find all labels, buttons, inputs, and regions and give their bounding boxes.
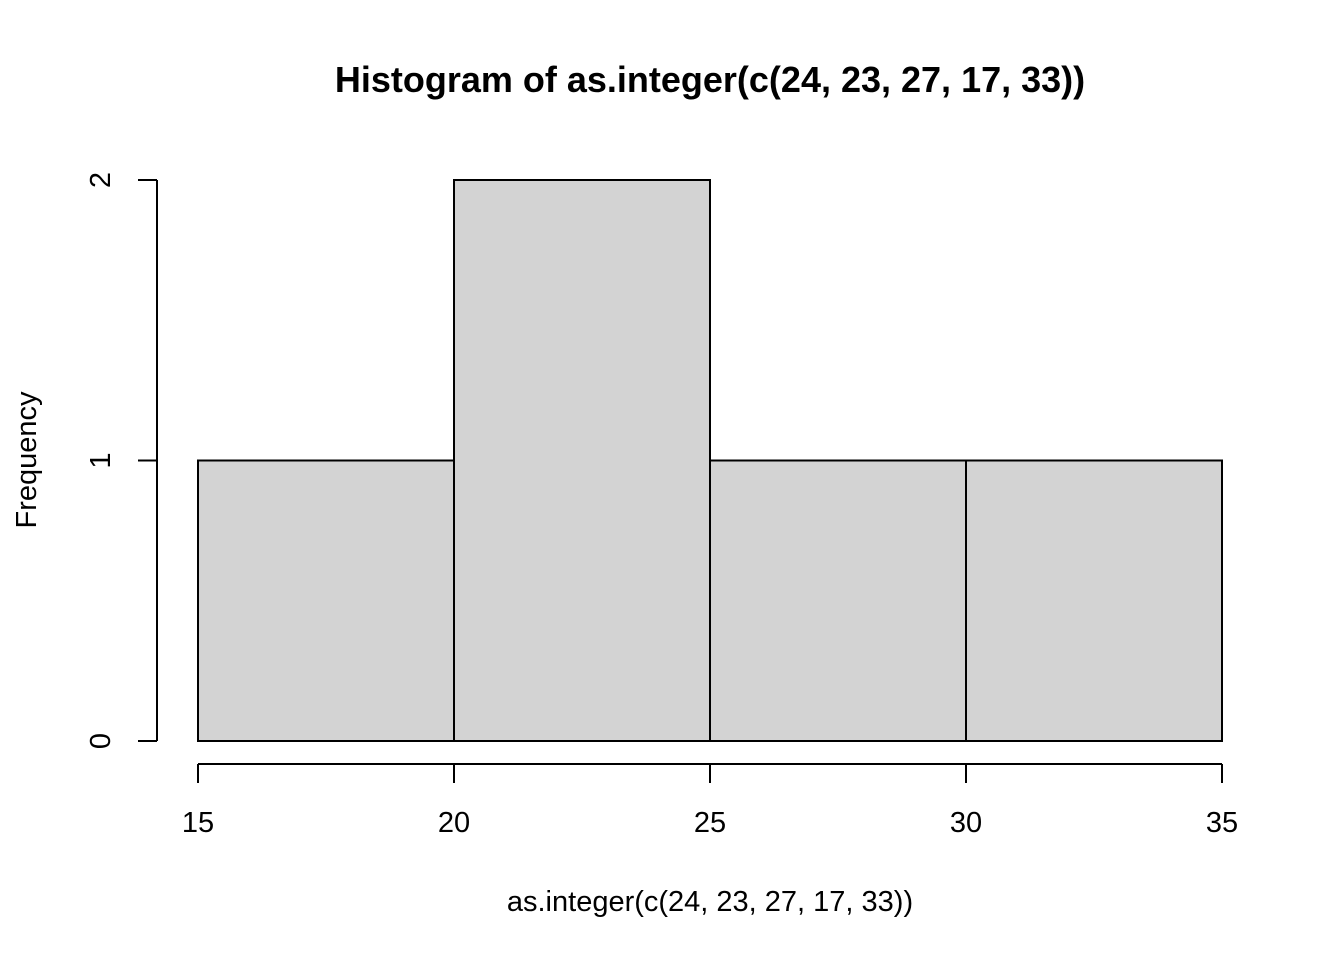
histogram-bar-2 <box>453 179 711 742</box>
y-tick-label: 2 <box>85 172 117 188</box>
y-tick-label: 1 <box>85 452 117 468</box>
x-tick-label: 15 <box>182 807 214 839</box>
histogram-bar-3 <box>709 459 967 742</box>
y-tick-label: 0 <box>85 733 117 749</box>
x-tick-label: 20 <box>438 807 470 839</box>
bars-group <box>197 179 1223 742</box>
y-axis-label: Frequency <box>11 391 43 529</box>
histogram-bar-4 <box>965 459 1223 742</box>
x-axis: 15 20 25 30 35 <box>182 763 1238 839</box>
histogram-bar-1 <box>197 459 455 742</box>
x-tick-label: 35 <box>1206 807 1238 839</box>
y-axis: 0 1 2 <box>85 172 158 749</box>
x-axis-label: as.integer(c(24, 23, 27, 17, 33)) <box>507 886 913 918</box>
chart-title: Histogram of as.integer(c(24, 23, 27, 17… <box>335 59 1085 100</box>
x-tick-label: 25 <box>694 807 726 839</box>
x-tick-label: 30 <box>950 807 982 839</box>
